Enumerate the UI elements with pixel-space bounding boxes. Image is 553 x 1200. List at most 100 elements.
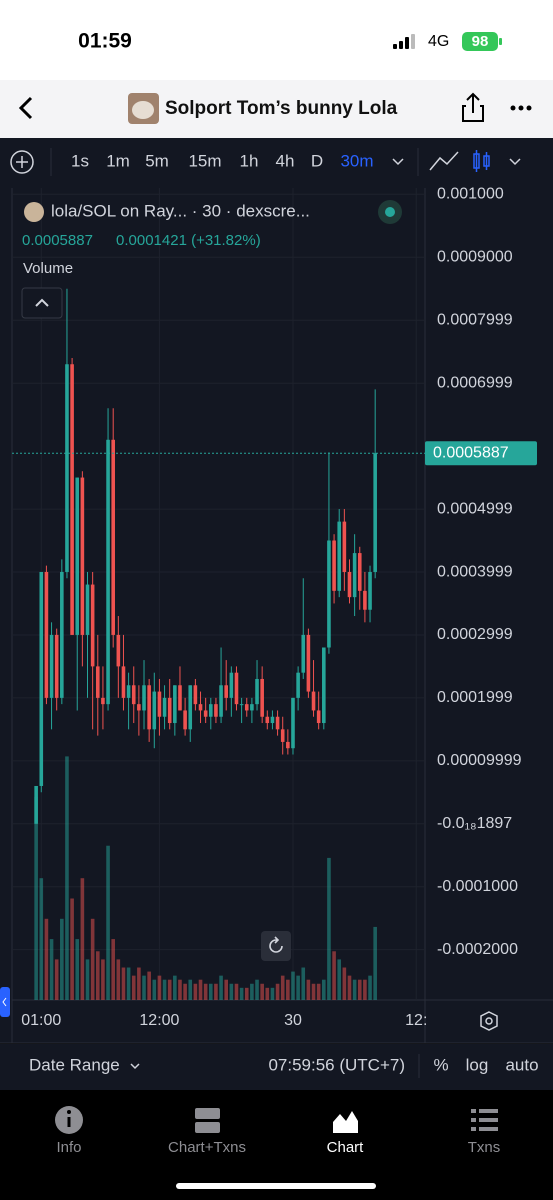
candle-body: [363, 590, 367, 610]
home-indicator: [176, 1183, 376, 1189]
clock-tz[interactable]: 07:59:56 (UTC+7): [268, 1055, 405, 1074]
candle-body: [188, 685, 193, 730]
volume-bar: [111, 939, 115, 1000]
settings-button[interactable]: [480, 1011, 498, 1031]
candle-body: [60, 571, 64, 698]
volume-bar: [167, 979, 172, 1000]
volume-bar: [34, 797, 38, 1000]
interval-button[interactable]: 15m: [188, 151, 221, 170]
volume-bar: [183, 983, 187, 1000]
volume-bar: [265, 987, 270, 1000]
candle-style-icon[interactable]: [473, 150, 490, 172]
volume-bar: [60, 918, 64, 1000]
candle-body: [306, 634, 311, 692]
volume-bar: [316, 983, 321, 1000]
interval-dropdown[interactable]: [392, 158, 404, 166]
tab-label[interactable]: Chart: [327, 1139, 365, 1156]
volume-bar: [54, 959, 59, 1000]
volume-bar: [90, 918, 95, 1000]
volume-bar: [352, 979, 357, 1000]
candle-body: [337, 521, 342, 591]
x-tick-label: 12:00: [139, 1012, 179, 1029]
interval-button[interactable]: 30m: [340, 151, 373, 170]
interval-button[interactable]: 5m: [145, 151, 169, 170]
y-tick-label: 0.0007999: [437, 311, 513, 328]
volume-bar: [244, 987, 249, 1000]
candle-body: [34, 785, 38, 824]
signal-icon: [393, 34, 415, 49]
share-button[interactable]: [462, 92, 484, 122]
add-indicator[interactable]: [10, 150, 34, 174]
x-tick-label: 30: [284, 1012, 302, 1029]
candle-body: [255, 678, 259, 705]
interval-button[interactable]: 1h: [240, 151, 259, 170]
toolbar: [0, 138, 553, 188]
y-tick-label: -0.0002000: [437, 941, 518, 958]
style-dropdown[interactable]: [509, 158, 521, 166]
percent-toggle[interactable]: %: [433, 1055, 448, 1074]
candle-body: [95, 666, 100, 698]
candle-body: [296, 672, 300, 698]
volume-bar: [270, 987, 275, 1000]
interval-button[interactable]: 1m: [106, 151, 130, 170]
volume-bar: [311, 983, 316, 1000]
y-tick-label: 0.0001999: [437, 689, 513, 706]
auto-toggle[interactable]: auto: [505, 1055, 538, 1074]
tab-label[interactable]: Txns: [468, 1139, 501, 1156]
candle-body: [178, 685, 182, 711]
candle-body: [85, 584, 90, 635]
volume-bar: [142, 975, 146, 1000]
candle-body: [183, 710, 187, 730]
volume-bar: [70, 898, 74, 1000]
candle-body: [162, 697, 167, 717]
volume-bar: [322, 979, 326, 1000]
volume-bar: [126, 967, 131, 1000]
collapse-button[interactable]: [21, 287, 63, 319]
volume-bar: [368, 975, 372, 1000]
page-title: Solport Tom’s bunny Lola: [165, 98, 398, 119]
candle-body: [224, 685, 229, 698]
candle-body: [219, 685, 223, 717]
candle-body: [49, 634, 54, 698]
interval-button[interactable]: 4h: [276, 151, 295, 170]
candle-body: [90, 584, 95, 667]
chart-title: lola/SOL on Ray... · 30 · dexscre...: [51, 201, 310, 220]
battery: [462, 32, 498, 51]
reset-icon: [269, 936, 283, 953]
volume-bar: [301, 967, 306, 1000]
y-tick-label: 0.00009999: [437, 752, 522, 769]
side-tab[interactable]: [0, 987, 10, 1017]
tab-label[interactable]: Info: [56, 1139, 81, 1156]
candle-body: [203, 710, 208, 717]
candle-body: [111, 439, 115, 635]
volume-bar: [44, 918, 49, 1000]
candle-body: [229, 672, 234, 698]
candle-body: [332, 540, 336, 591]
line-style-icon[interactable]: [429, 151, 459, 171]
collapse-chevron: [35, 298, 49, 307]
volume-bar: [49, 939, 54, 1000]
more-button[interactable]: [510, 105, 532, 111]
volume-bar: [188, 979, 193, 1000]
candle-body: [173, 685, 177, 724]
interval-button[interactable]: D: [311, 151, 323, 170]
network: 4G: [428, 33, 449, 50]
tab-label[interactable]: Chart+Txns: [168, 1139, 246, 1156]
date-range[interactable]: Date Range: [29, 1055, 120, 1074]
volume-bar: [137, 967, 141, 1000]
candle-body: [342, 521, 347, 572]
interval-button[interactable]: 1s: [71, 151, 89, 170]
volume-bar: [332, 951, 336, 1000]
volume-bar: [152, 979, 157, 1000]
candle-body: [75, 477, 80, 635]
back-button[interactable]: [18, 96, 33, 120]
volume-bar: [85, 959, 90, 1000]
log-toggle[interactable]: log: [466, 1055, 489, 1074]
volume-bar: [373, 926, 377, 1000]
candle-body: [80, 477, 85, 635]
reset-button[interactable]: [261, 931, 291, 961]
volume-bar: [229, 983, 234, 1000]
candle-body: [142, 685, 146, 711]
volume-bar: [224, 979, 229, 1000]
